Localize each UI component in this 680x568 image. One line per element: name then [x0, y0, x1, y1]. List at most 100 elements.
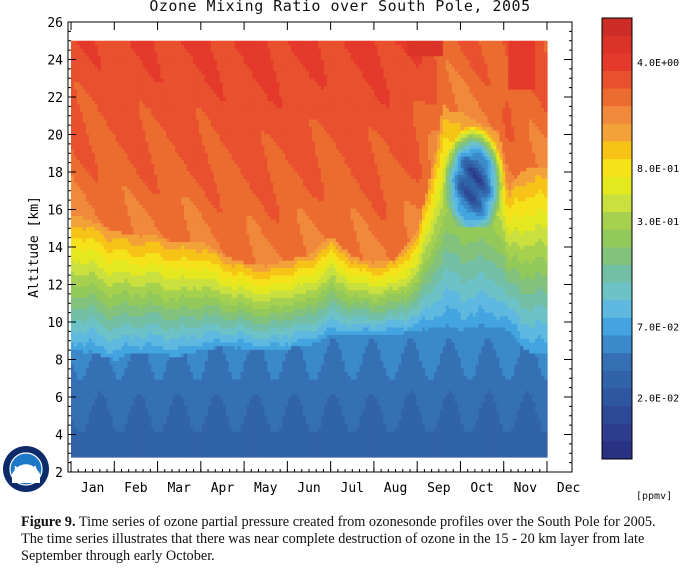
- heatmap-cell: [71, 393, 75, 399]
- heatmap-cell: [142, 126, 146, 131]
- heatmap-cell: [85, 152, 90, 157]
- heatmap-cell: [169, 66, 173, 72]
- heatmap-cell: [112, 89, 117, 94]
- heatmap-cell: [91, 170, 96, 176]
- heatmap-cell: [178, 349, 182, 354]
- heatmap-cell: [160, 115, 164, 120]
- heatmap-cell: [145, 289, 149, 295]
- heatmap-cell: [163, 286, 167, 291]
- heatmap-cell: [88, 181, 93, 187]
- heatmap-cell: [79, 434, 84, 440]
- heatmap-cell: [88, 352, 93, 358]
- heatmap-cell: [160, 207, 164, 213]
- heatmap-cell: [121, 401, 126, 406]
- heatmap-cell: [106, 215, 111, 220]
- heatmap-cell: [94, 59, 99, 64]
- heatmap-cell: [195, 434, 200, 440]
- heatmap-cell: [73, 167, 78, 172]
- heatmap-cell: [118, 59, 123, 64]
- heatmap-cell: [181, 386, 185, 391]
- heatmap-cell: [151, 408, 155, 414]
- heatmap-cell: [142, 300, 146, 306]
- heatmap-cell: [154, 211, 158, 217]
- heatmap-cell: [85, 256, 90, 261]
- heatmap-cell: [76, 245, 81, 250]
- heatmap-cell: [82, 170, 87, 176]
- heatmap-cell: [160, 70, 164, 75]
- heatmap-cell: [195, 438, 200, 443]
- heatmap-cell: [94, 215, 99, 220]
- heatmap-cell: [178, 74, 182, 79]
- heatmap-cell: [91, 129, 96, 135]
- heatmap-cell: [91, 111, 96, 116]
- heatmap-cell: [166, 115, 170, 120]
- heatmap-cell: [187, 141, 191, 146]
- heatmap-cell: [169, 274, 173, 280]
- heatmap-cell: [100, 48, 105, 53]
- heatmap-cell: [145, 438, 149, 443]
- heatmap-cell: [166, 51, 170, 57]
- heatmap-cell: [97, 349, 102, 354]
- heatmap-cell: [94, 330, 99, 335]
- heatmap-cell: [157, 44, 161, 49]
- heatmap-cell: [151, 122, 155, 127]
- heatmap-cell: [85, 48, 90, 53]
- heatmap-cell: [109, 408, 114, 414]
- heatmap-cell: [148, 163, 152, 168]
- heatmap-cell: [100, 63, 105, 68]
- heatmap-cell: [151, 48, 155, 53]
- heatmap-cell: [106, 55, 111, 60]
- heatmap-cell: [160, 193, 164, 198]
- heatmap-cell: [73, 312, 78, 317]
- heatmap-cell: [71, 434, 75, 440]
- heatmap-cell: [154, 430, 158, 436]
- heatmap-cell: [184, 434, 188, 440]
- heatmap-cell: [133, 282, 138, 287]
- heatmap-cell: [195, 282, 200, 287]
- heatmap-cell: [124, 408, 129, 414]
- heatmap-cell: [151, 360, 155, 365]
- heatmap-cell: [124, 308, 129, 313]
- heatmap-cell: [145, 404, 149, 410]
- heatmap-cell: [169, 390, 173, 395]
- heatmap-cell: [71, 308, 75, 313]
- heatmap-cell: [136, 263, 141, 269]
- heatmap-cell: [198, 408, 203, 414]
- heatmap-cell: [163, 282, 167, 287]
- heatmap-cell: [103, 159, 108, 164]
- heatmap-cell: [109, 155, 114, 161]
- heatmap-cell: [145, 55, 149, 60]
- heatmap-cell: [175, 404, 179, 410]
- heatmap-cell: [76, 386, 81, 391]
- heatmap-cell: [160, 334, 164, 339]
- heatmap-cell: [142, 137, 146, 142]
- heatmap-cell: [184, 226, 188, 231]
- heatmap-cell: [178, 304, 182, 309]
- heatmap-cell: [118, 74, 123, 79]
- heatmap-cell: [154, 274, 158, 280]
- heatmap-cell: [91, 245, 96, 250]
- heatmap-cell: [142, 352, 146, 358]
- heatmap-cell: [184, 193, 188, 198]
- heatmap-cell: [192, 141, 197, 146]
- heatmap-cell: [112, 189, 117, 194]
- heatmap-cell: [192, 178, 197, 183]
- heatmap-cell: [136, 118, 141, 124]
- heatmap-cell: [130, 386, 135, 391]
- heatmap-cell: [142, 278, 146, 283]
- heatmap-cell: [88, 286, 93, 291]
- heatmap-cell: [71, 248, 75, 254]
- heatmap-cell: [91, 256, 96, 261]
- heatmap-cell: [145, 155, 149, 161]
- heatmap-cell: [139, 204, 143, 209]
- heatmap-cell: [160, 159, 164, 164]
- heatmap-cell: [94, 293, 99, 298]
- heatmap-cell: [73, 304, 78, 309]
- heatmap-cell: [195, 304, 200, 309]
- heatmap-cell: [103, 412, 108, 417]
- heatmap-cell: [190, 174, 194, 179]
- heatmap-cell: [85, 375, 90, 380]
- heatmap-cell: [163, 70, 167, 75]
- heatmap-cell: [151, 237, 155, 243]
- heatmap-cell: [100, 133, 105, 138]
